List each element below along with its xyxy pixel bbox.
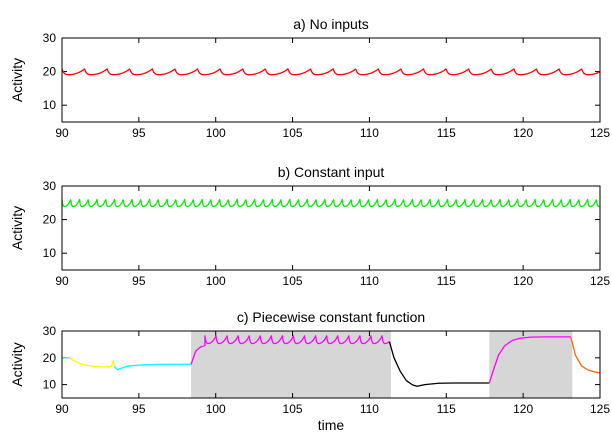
x-tick-label: 95: [132, 274, 146, 288]
x-tick-label: 120: [513, 126, 533, 140]
x-tick-label: 115: [437, 126, 456, 140]
y-axis-label: Activity: [9, 342, 25, 386]
panel-title: a) No inputs: [293, 16, 368, 32]
series-line: [570, 336, 601, 374]
x-tick-label: 100: [206, 402, 226, 416]
y-tick-label: 20: [43, 65, 57, 79]
y-tick-label: 30: [43, 179, 57, 193]
x-tick-label: 90: [55, 126, 69, 140]
plot-frame: [61, 330, 601, 399]
chart-panel-1: a) No inputs 90 95 100 105 110 115 120 125 10 20 30…: [9, 16, 610, 140]
series-line: [113, 363, 192, 371]
x-tick-label: 105: [283, 274, 303, 288]
series-line: [61, 68, 601, 76]
x-tick-label: 110: [360, 126, 379, 140]
shaded-interval: [489, 331, 573, 398]
x-tick-label: 110: [360, 402, 379, 416]
series-line: [190, 335, 390, 365]
x-tick-label: 115: [437, 274, 456, 288]
x-tick-label: 125: [590, 126, 610, 140]
x-tick-label: 95: [132, 126, 146, 140]
y-axis-label: Activity: [9, 58, 25, 102]
y-axis-label: Activity: [9, 206, 25, 250]
plot-frame: [61, 37, 601, 123]
x-tick-label: 100: [206, 274, 226, 288]
y-tick-label: 30: [43, 31, 57, 45]
x-tick-label: 95: [132, 402, 146, 416]
series-line: [488, 336, 571, 384]
shaded-interval: [191, 331, 391, 398]
plot-frame: [61, 185, 601, 271]
y-tick-label: 30: [43, 324, 57, 338]
panel-title: c) Piecewise constant function: [237, 309, 425, 325]
x-tick-label: 100: [206, 126, 226, 140]
x-tick-label: 90: [55, 274, 69, 288]
series-line: [61, 198, 601, 208]
x-tick-label: 105: [283, 402, 303, 416]
x-tick-label: 120: [513, 274, 533, 288]
chart-panel-2: b) Constant input 90 95 100 105 110 115 120 125 1…: [9, 164, 610, 288]
y-tick-label: 20: [43, 213, 57, 227]
x-tick-label: 125: [590, 402, 610, 416]
x-tick-label: 115: [437, 402, 456, 416]
x-tick-label: 125: [590, 274, 610, 288]
x-tick-label: 110: [360, 274, 379, 288]
x-tick-label: 105: [283, 126, 303, 140]
y-tick-label: 10: [43, 246, 57, 260]
series-line: [388, 341, 490, 387]
y-tick-label: 20: [43, 351, 57, 365]
series-line: [69, 357, 115, 368]
panel-title: b) Constant input: [278, 164, 385, 180]
chart-panel-3: c) Piecewise constant function 90 95 100 105…: [9, 309, 610, 433]
y-tick-label: 10: [43, 378, 57, 392]
x-axis-label: time: [318, 417, 345, 433]
x-tick-label: 120: [513, 402, 533, 416]
y-tick-label: 10: [43, 98, 57, 112]
x-tick-label: 90: [55, 402, 69, 416]
